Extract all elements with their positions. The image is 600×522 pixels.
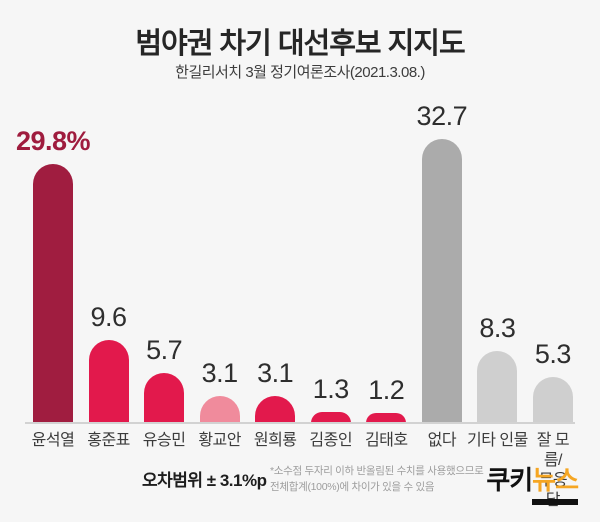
kukinews-logo-black-part: 쿠키 xyxy=(486,465,533,495)
value-label: 3.1 xyxy=(257,358,294,388)
bar xyxy=(421,139,462,423)
category-label-row: 윤석열 홍준표 유승민 황교안 원희룡 김종인 김태호 없다 기타 인물 잘 모름/무응답 xyxy=(31,431,573,511)
page-subtitle: 한길리서치 3월 정기여론조사(2021.3.08.) xyxy=(175,64,425,81)
category-label: 윤석열 xyxy=(31,432,75,449)
value-label: 9.6 xyxy=(90,302,128,332)
kukinews-logo: 쿠키 뉴스 xyxy=(486,460,579,505)
bar-column: 1.3 xyxy=(310,374,351,423)
category-label: 홍준표 xyxy=(87,432,130,449)
value-label: 1.3 xyxy=(312,374,350,404)
value-label: 8.3 xyxy=(479,313,516,343)
value-label: 5.3 xyxy=(534,339,572,369)
bar-chart: 29.8% 9.6 5.7 3.1 3.1 1.3 1.2 32.7 8.3 5.3 xyxy=(16,98,573,423)
category-label: 김종인 xyxy=(309,432,353,449)
bar-column: 29.8% xyxy=(16,126,91,423)
value-label: 3.1 xyxy=(201,358,239,388)
bar-column: 5.3 xyxy=(532,339,573,423)
bar xyxy=(310,412,351,423)
category-label: 김태호 xyxy=(364,432,408,449)
page-title: 범야권 차기 대선후보 지지도 xyxy=(135,28,465,60)
bar xyxy=(532,377,573,423)
category-label: 없다 xyxy=(427,432,457,449)
category-label: 유승민 xyxy=(142,432,186,449)
bar xyxy=(366,413,407,423)
kukinews-logo-orange-part: 뉴스 xyxy=(532,460,579,505)
value-label: 1.2 xyxy=(368,375,405,405)
bar xyxy=(144,373,185,423)
bar-column: 8.3 xyxy=(477,313,518,423)
bar-column: 3.1 xyxy=(199,358,240,423)
bar xyxy=(88,340,129,423)
value-label: 29.8% xyxy=(15,126,91,156)
chart-baseline xyxy=(25,422,575,424)
category-label: 황교안 xyxy=(198,432,241,449)
value-label: 5.7 xyxy=(146,335,183,365)
bar-column: 9.6 xyxy=(88,302,129,423)
bar xyxy=(33,164,73,423)
category-label: 원희룡 xyxy=(253,432,297,449)
bar-column: 32.7 xyxy=(417,101,468,423)
category-label: 기타 인물 xyxy=(466,432,528,449)
bar-column: 3.1 xyxy=(255,358,296,423)
bar xyxy=(255,396,296,423)
value-label: 32.7 xyxy=(416,101,468,131)
margin-of-error-label: 오차범위 ± 3.1%p xyxy=(142,471,267,490)
bar-column: 1.2 xyxy=(366,375,407,423)
footnote: *소수점 두자리 이하 반올림된 수치를 사용했으므로 전체합계(100%)에 차… xyxy=(270,465,484,494)
bar xyxy=(477,351,518,423)
bar xyxy=(199,396,240,423)
bar-column: 5.7 xyxy=(144,335,185,423)
